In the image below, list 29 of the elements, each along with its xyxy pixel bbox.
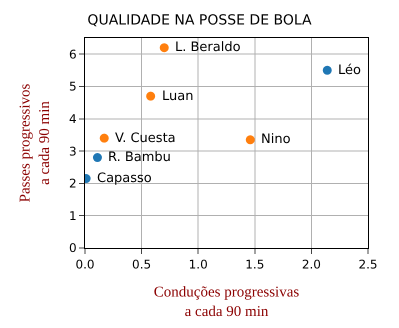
annotation: Luan [162,89,194,104]
y-tick-label: 0 [68,241,77,256]
x-tick-label: 0.5 [132,257,152,272]
y-tick-label: 1 [68,208,77,223]
point [160,43,169,52]
y-tick-label: 2 [68,176,77,191]
y-axis-title: Passes progressivos a cada 90 min [18,83,54,202]
y-tick-label: 5 [68,80,77,94]
y-tick-label: 6 [68,47,77,62]
point [146,92,156,101]
x-tick-label: 2.5 [358,257,378,272]
point [92,153,102,162]
x-tick-label: 1.5 [245,257,264,272]
point [100,134,109,143]
annotation: V. Cuesta [115,131,176,146]
chart-title: QUALIDADE NA POSSE DE BOLA [87,12,312,29]
y-tick-label: 4 [68,112,77,126]
annotation: Léo [338,63,362,78]
y-tick-label: 3 [68,144,77,158]
annotation: L. Beraldo [175,40,241,55]
point [322,66,332,75]
x-tick-label: 0.0 [75,257,95,272]
point [246,135,255,144]
x-tick-label: 1.0 [188,257,208,272]
annotation: Nino [261,132,291,147]
annotation: Capasso [97,171,152,186]
x-tick-label: 2.0 [302,257,321,272]
x-axis-title: Conduções progressivas a cada 90 min [154,284,300,320]
annotation: R. Bambu [108,150,171,165]
